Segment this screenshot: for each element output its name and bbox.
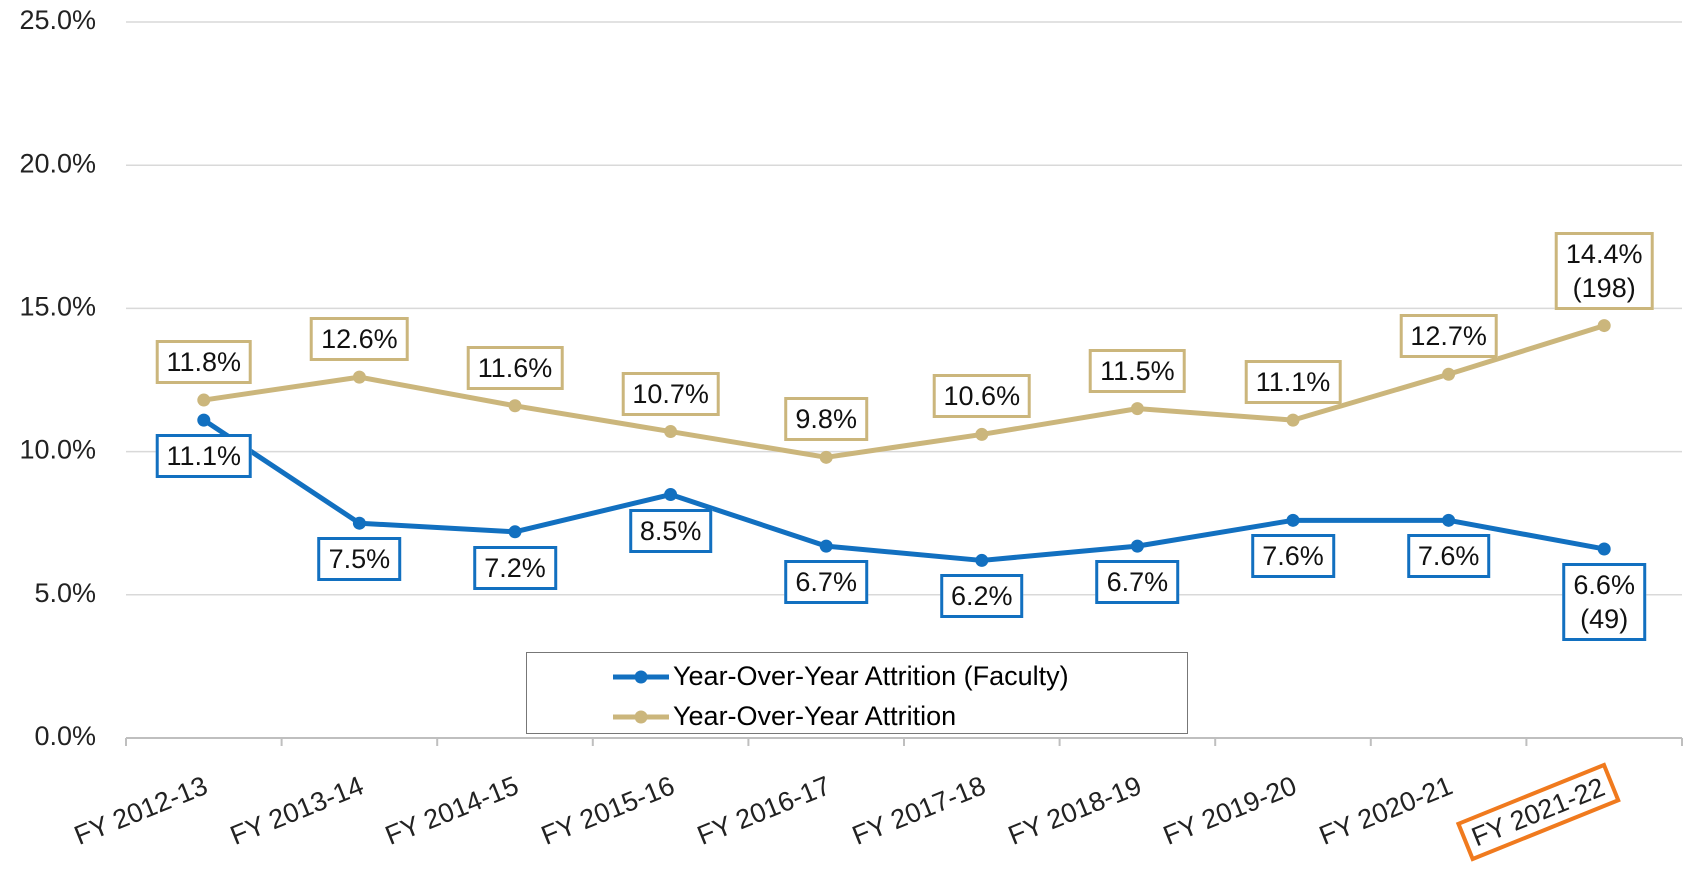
legend-swatch — [613, 670, 669, 683]
data-point — [508, 399, 522, 413]
data-label: 9.8% — [784, 397, 868, 442]
data-point — [975, 553, 989, 567]
data-label: 6.2% — [940, 574, 1024, 619]
data-label: 10.6% — [932, 374, 1032, 419]
data-label: 12.6% — [310, 317, 409, 362]
legend-label: Year-Over-Year Attrition — [673, 701, 957, 731]
data-point — [1286, 513, 1300, 527]
y-tick-label: 10.0% — [19, 435, 96, 465]
data-point — [1442, 367, 1456, 381]
data-label: 11.8% — [155, 340, 253, 385]
legend-item: Year-Over-Year Attrition — [613, 701, 956, 732]
data-label: 12.7% — [1399, 314, 1498, 359]
data-point — [975, 427, 989, 441]
data-point — [664, 425, 678, 439]
data-point — [664, 488, 678, 502]
data-label: 6.6% (49) — [1562, 562, 1646, 641]
y-tick-label: 15.0% — [19, 292, 96, 322]
legend-item: Year-Over-Year Attrition (Faculty) — [613, 661, 1069, 692]
data-label: 7.6% — [1251, 534, 1335, 579]
data-point — [819, 539, 833, 553]
data-point — [1442, 513, 1456, 527]
data-point — [197, 393, 211, 407]
y-tick-label: 20.0% — [19, 148, 96, 178]
y-tick-label: 5.0% — [34, 578, 96, 608]
data-label: 14.4% (198) — [1554, 231, 1654, 310]
data-point — [352, 370, 366, 384]
data-label: 11.5% — [1089, 348, 1186, 393]
data-label: 6.7% — [784, 560, 868, 605]
data-point — [819, 450, 833, 464]
data-point — [1130, 539, 1144, 553]
data-label: 11.1% — [155, 434, 253, 479]
data-label: 6.7% — [1095, 560, 1180, 605]
y-tick-label: 0.0% — [34, 721, 96, 751]
legend-marker — [634, 670, 648, 683]
data-label: 7.5% — [317, 537, 402, 582]
legend-marker — [634, 710, 648, 723]
data-label: 11.1% — [1244, 360, 1342, 405]
legend: Year-Over-Year Attrition (Faculty) Year-O… — [526, 652, 1188, 734]
data-point — [1597, 542, 1611, 556]
data-label: 11.6% — [466, 345, 564, 390]
data-point — [1286, 413, 1300, 427]
data-label: 8.5% — [628, 508, 713, 553]
data-label: 7.6% — [1406, 534, 1491, 579]
data-point — [352, 516, 366, 530]
data-point — [1597, 319, 1611, 333]
data-point — [197, 413, 211, 427]
y-tick-label: 25.0% — [19, 5, 96, 35]
data-point — [1130, 402, 1144, 416]
legend-swatch — [613, 710, 669, 723]
series-line — [202, 418, 1605, 563]
legend-label: Year-Over-Year Attrition (Faculty) — [673, 661, 1069, 691]
series-line — [203, 323, 1605, 460]
data-label: 10.7% — [621, 371, 720, 416]
data-point — [508, 525, 522, 539]
data-label: 7.2% — [473, 545, 557, 590]
